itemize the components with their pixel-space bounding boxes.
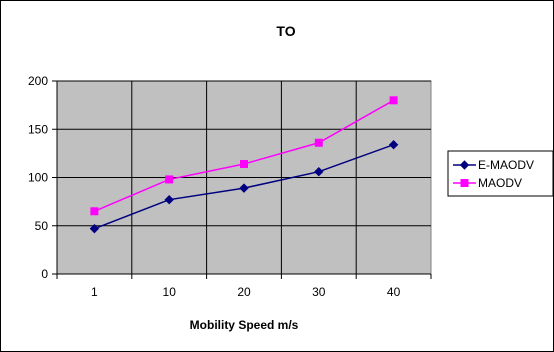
legend-label: MAODV [478,176,522,190]
chart-title: TO [276,23,295,39]
y-tick-label: 150 [28,122,48,136]
x-tick-label: 1 [91,285,98,299]
legend-label: E-MAODV [478,158,534,172]
y-tick-label: 200 [28,74,48,88]
y-tick-label: 50 [35,219,49,233]
data-point [314,167,324,177]
legend: E-MAODV MAODV [447,150,554,197]
data-point [90,207,99,216]
x-axis-label: Mobility Speed m/s [190,318,299,332]
legend-swatch-marker [460,179,469,187]
data-point [388,139,399,150]
legend-swatch-marker [459,160,470,170]
data-point [239,183,249,193]
data-point [389,96,398,105]
data-point [314,138,323,147]
x-tick-label: 10 [163,285,177,299]
x-tick-label: 20 [237,285,251,299]
grid-layer [57,80,431,274]
data-point [165,175,174,184]
data-point [164,194,174,205]
x-tick-label: 30 [312,285,326,299]
x-tick-label: 40 [387,285,401,299]
data-point [240,159,248,168]
y-tick-label: 100 [28,171,48,185]
series-layer [89,96,399,234]
data-point [89,223,100,234]
legend-box [447,150,554,197]
y-tick-label: 0 [41,267,48,281]
